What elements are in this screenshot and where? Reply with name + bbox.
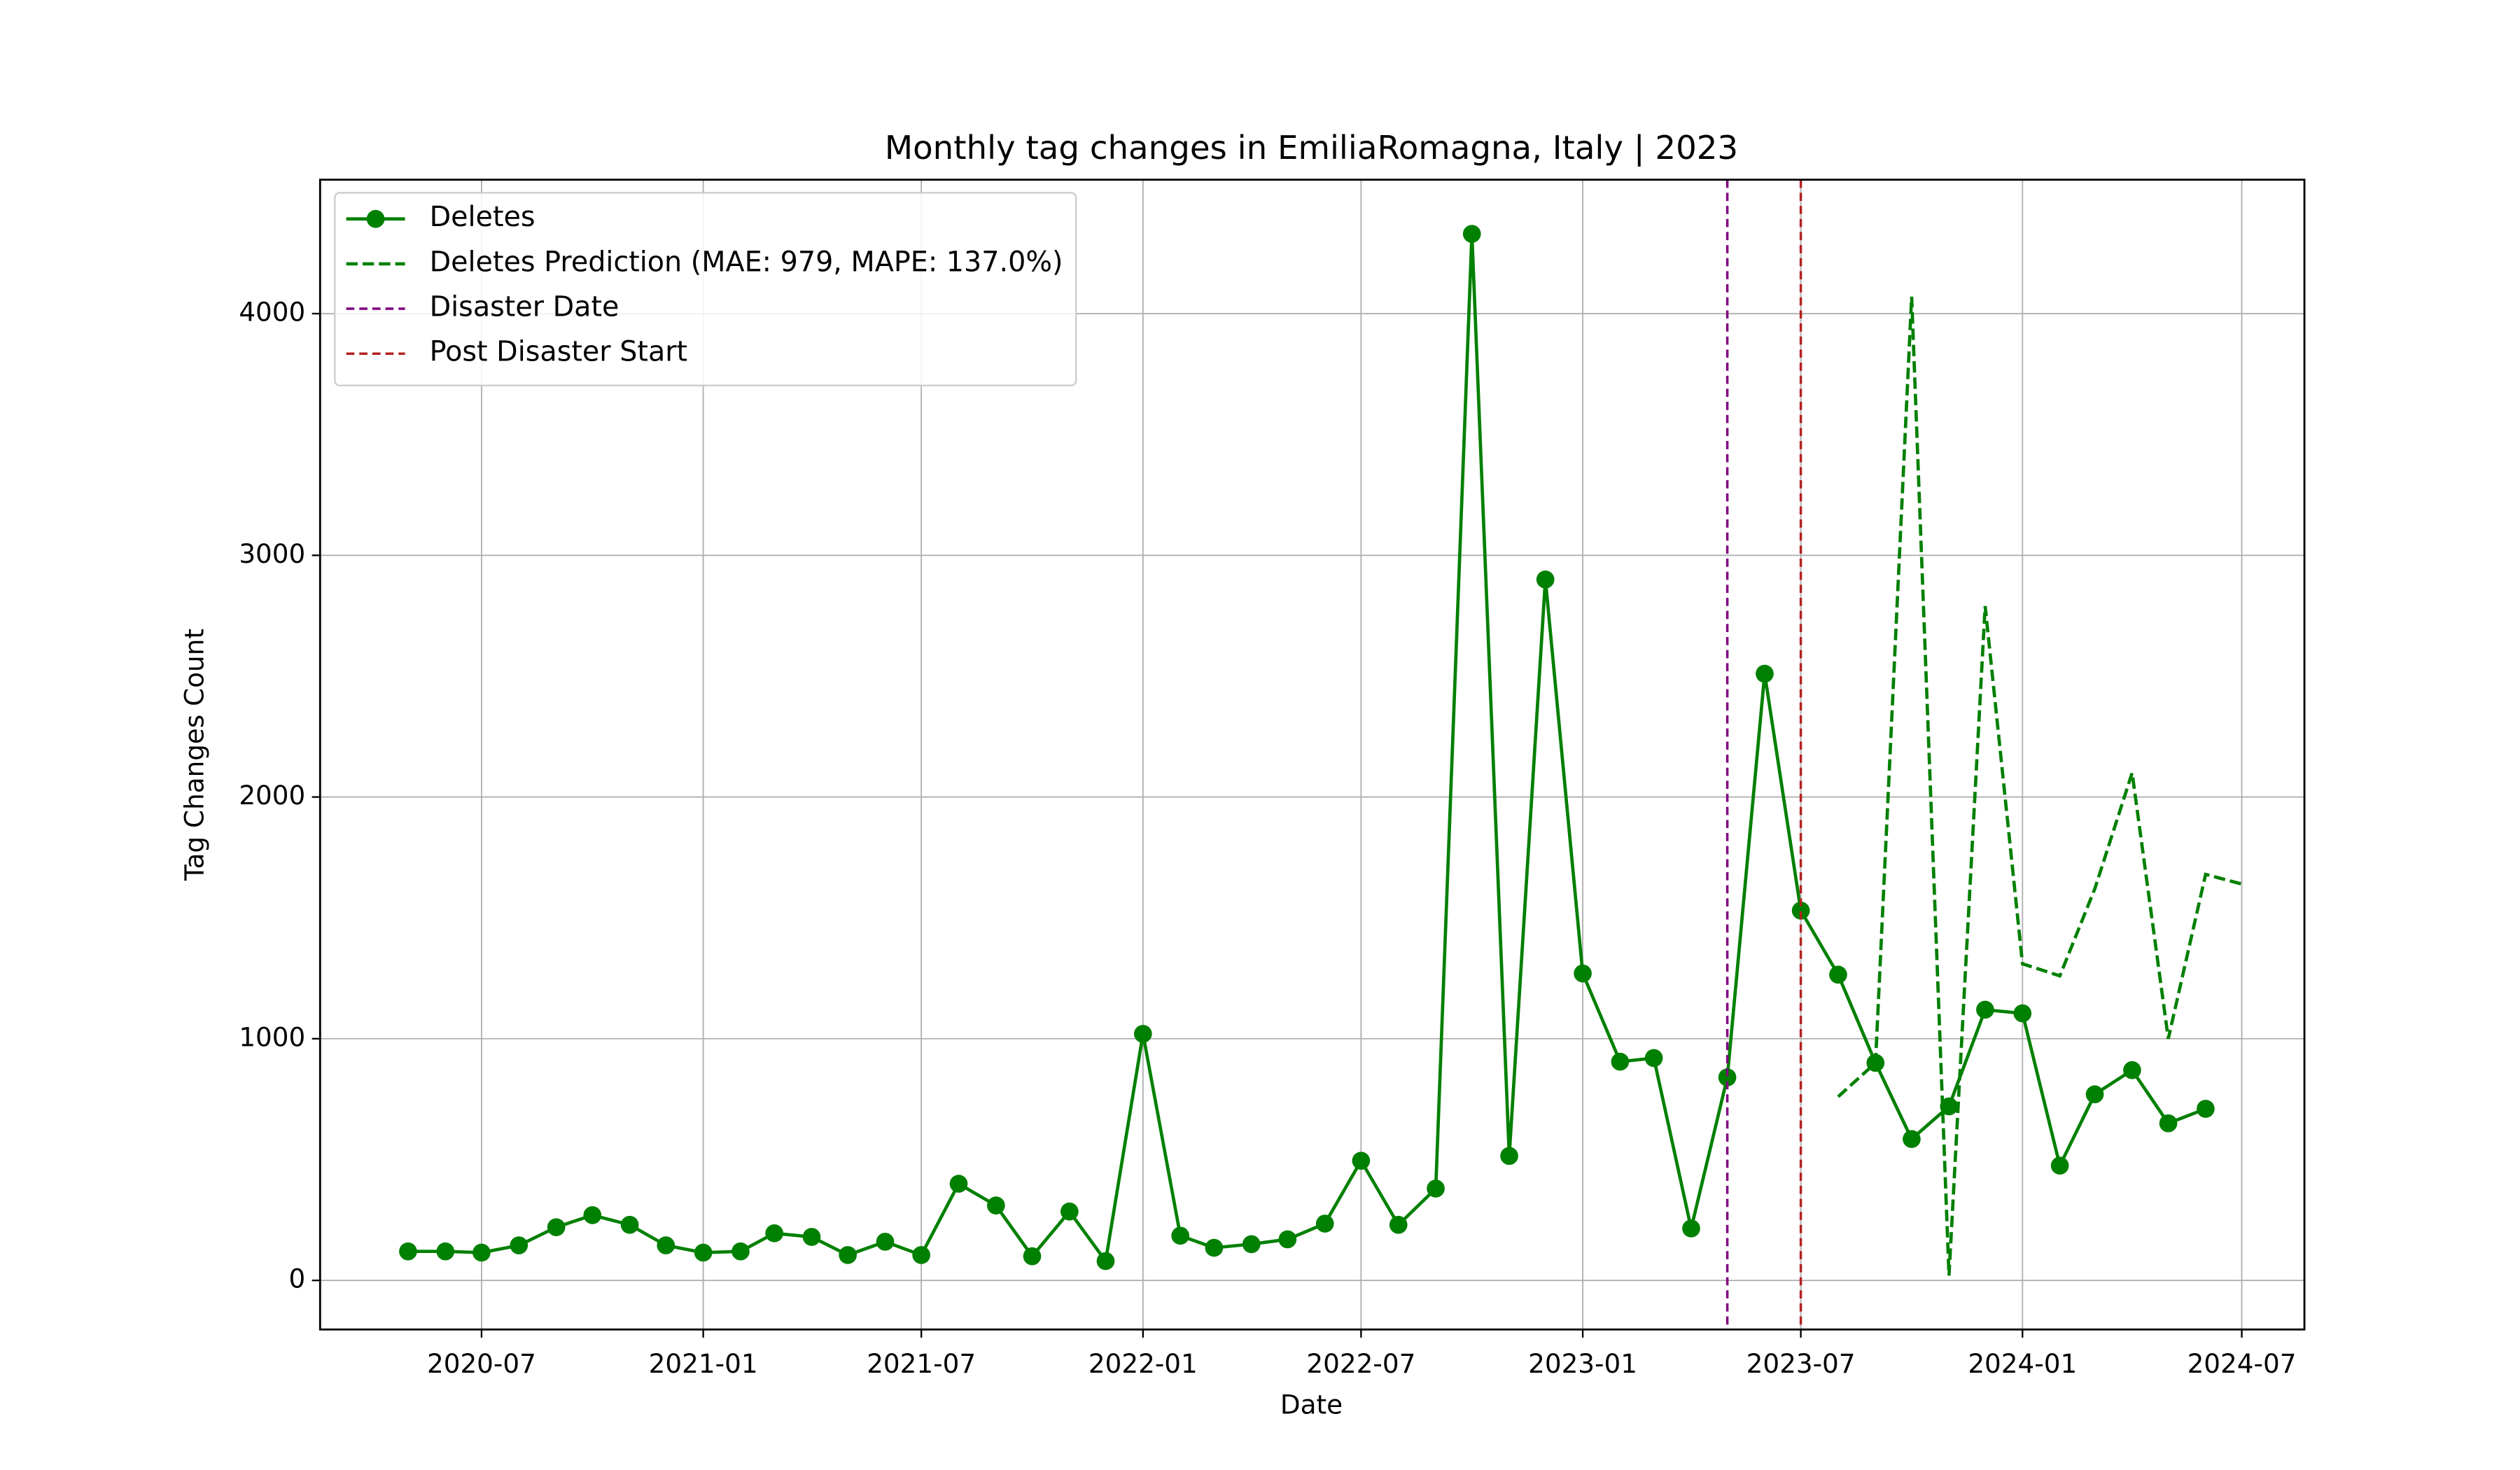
point [1389,1215,1408,1234]
y-tick-label: 4000 [239,297,305,328]
point [1500,1147,1518,1166]
point [987,1196,1005,1214]
point [510,1236,528,1254]
point [1756,664,1774,683]
point [1315,1214,1334,1233]
point [657,1236,676,1254]
point [1134,1025,1152,1043]
point [1903,1130,1921,1149]
plot-frame [318,178,2306,1331]
x-tick-label: 2023-01 [1528,1348,1637,1379]
point [802,1228,821,1246]
point [1352,1152,1371,1170]
x-tick-label: 2021-07 [867,1348,976,1379]
y-axis-label: Tag Changes Count [178,629,209,881]
point [1574,964,1592,983]
point [1427,1180,1445,1198]
point [694,1243,713,1262]
point [1242,1235,1261,1254]
x-tick-label: 2021-01 [649,1348,758,1379]
chart-title: Monthly tag changes in EmiliaRomagna, It… [885,130,1738,167]
point [1791,902,1810,920]
x-tick-label: 2024-01 [1968,1348,2077,1379]
x-tick-label: 2020-07 [427,1348,536,1379]
x-tick-label: 2022-07 [1306,1348,1415,1379]
point [2013,1004,2032,1023]
point [436,1242,455,1261]
point [1829,965,1847,984]
point [2050,1156,2069,1175]
point [1096,1252,1115,1270]
point [547,1218,566,1237]
point [876,1233,895,1251]
legend: Deletes Deletes Prediction (MAE: 979, MAP… [334,192,1077,386]
point [1718,1068,1737,1086]
point [620,1215,639,1234]
point [1023,1247,1042,1266]
point [912,1246,930,1264]
legend-label: Disaster Date [430,291,620,323]
point [2085,1085,2104,1104]
point [1060,1202,1079,1221]
point [472,1243,491,1262]
point [1536,570,1555,589]
series-line [407,233,2206,1266]
legend-label: Deletes [430,201,536,233]
y-tick-label: 1000 [239,1021,305,1052]
x-axis-label: Date [1280,1389,1343,1420]
point [839,1246,857,1264]
y-tick-label: 3000 [239,538,305,569]
legend-marker [366,209,385,228]
point [1462,225,1481,243]
point [583,1206,602,1224]
x-tick-label: 2024-07 [2188,1348,2297,1379]
point [1611,1052,1630,1071]
point [1940,1097,1959,1116]
x-tick-label: 2023-07 [1746,1348,1856,1379]
point [1171,1226,1190,1245]
legend-label: Post Disaster Start [430,336,688,368]
point [1278,1230,1297,1249]
point [1205,1238,1224,1257]
point [399,1242,417,1261]
x-tick-label: 2022-01 [1088,1348,1198,1379]
point [765,1224,783,1242]
legend-box [334,192,1077,386]
point [1682,1219,1700,1238]
y-tick-label: 0 [289,1264,306,1294]
point [2197,1100,2215,1118]
point [1976,1000,1994,1019]
point [732,1242,750,1261]
y-tick-label: 2000 [239,780,305,811]
point [2123,1060,2141,1079]
point [2159,1114,2178,1133]
legend-label: Deletes Prediction (MAE: 979, MAPE: 137.… [430,246,1063,278]
point [1644,1049,1663,1068]
series-line [1837,296,2243,1276]
point [949,1175,968,1193]
